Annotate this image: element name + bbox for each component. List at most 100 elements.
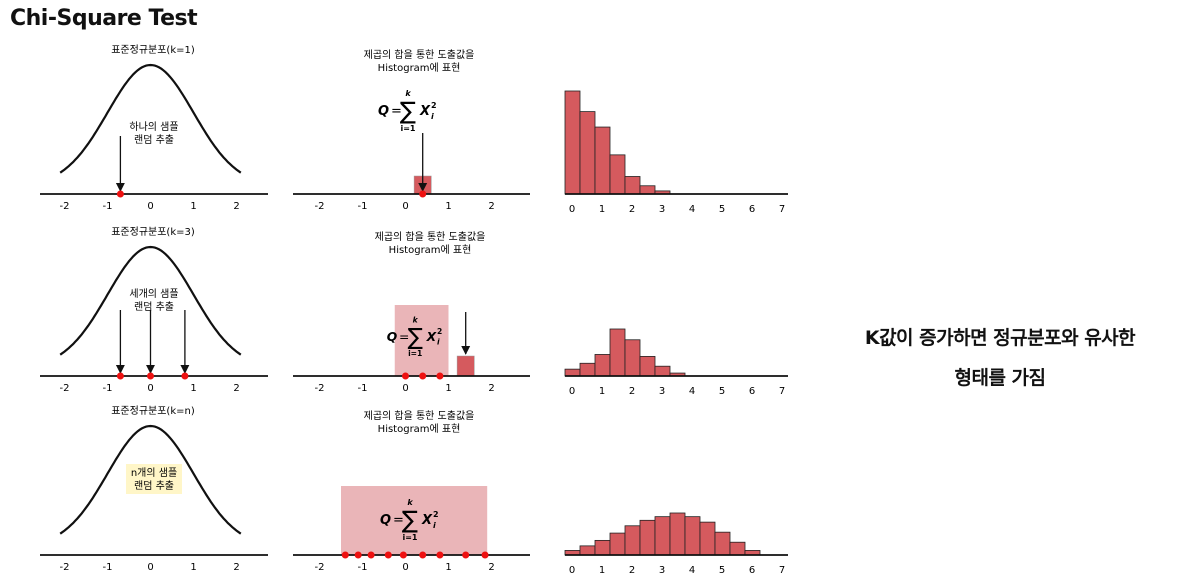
conclusion-text: K값이 증가하면 정규분포와 유사한 형태를 가짐 [830,318,1170,398]
histogram-bar [624,176,641,195]
conclusion-line-1: K값이 증가하면 정규분포와 유사한 [864,327,1136,349]
normal-curve [59,424,242,535]
histogram-bar [609,154,626,195]
formula-q: Q [387,330,398,344]
normal-curve [59,63,242,174]
formula-x: X [426,330,438,344]
sum-region [341,486,488,555]
sum-point [419,190,427,198]
sample-point [116,190,124,198]
sum-tick-label: -2 [315,562,325,573]
histogram-tick-label: 5 [719,386,725,397]
formula-sup: 2 [433,510,439,519]
normal-tick-label: -1 [103,383,113,394]
sum-tick-label: -1 [358,201,368,212]
sum-caption-line: 제곱의 합을 통한 도출값을 [375,231,486,243]
sum-tick-label: 2 [488,201,494,212]
formula-sub: i [437,338,440,347]
sum-point [399,551,407,559]
normal-dist-label: 표준정규분포(k=3) [111,226,195,238]
normal-tick-label: 0 [147,562,153,573]
histogram-bar [594,126,611,195]
sample-text-line: 하나의 샘플 [129,120,178,133]
histogram-bar [654,365,671,377]
histogram-tick-label: 6 [749,204,755,215]
normal-tick-label: -2 [60,201,70,212]
sum-tick-label: 2 [488,383,494,394]
normal-dist-label: 표준정규분포(k=n) [111,405,195,417]
sum-tick-label: 0 [402,201,408,212]
normal-tick-label: 1 [190,201,196,212]
sum-point [436,551,444,559]
formula-upper: k [405,89,411,98]
normal-curve [59,245,242,356]
conclusion-line-2: 형태를 가짐 [954,367,1046,389]
formula-lower: i=1 [408,349,422,358]
histogram-tick-label: 0 [569,204,575,215]
formula-x: X [421,513,433,528]
histogram-tick-label: 2 [629,204,635,215]
histogram-bar [624,525,641,556]
sum-point [462,551,470,559]
normal-tick-label: -2 [60,383,70,394]
sum-point [481,551,489,559]
formula-upper: k [407,498,413,507]
sum-point [341,551,349,559]
histogram-tick-label: 6 [749,565,755,576]
histogram-tick-label: 4 [689,204,695,215]
sum-tick-label: 1 [445,562,451,573]
sample-highlight [126,464,182,494]
histogram-bar [579,111,596,195]
sum-bin-bar [456,355,475,377]
sum-point [419,551,427,559]
sum-of-squares-formula: Q =∑k i=1 X 2 i [380,498,439,542]
sample-point [147,372,154,380]
histogram-tick-label: 7 [779,204,785,215]
formula-q: Q [378,104,389,119]
sum-tick-label: 0 [402,562,408,573]
normal-dist-label: 표준정규분포(k=1) [111,44,195,56]
sample-point [116,372,124,380]
formula-sup: 2 [437,327,442,336]
sum-tick-label: 1 [445,383,451,394]
sample-text-line: 랜덤 추출 [134,301,174,313]
histogram-bar [564,90,581,195]
normal-tick-label: -1 [103,201,113,212]
histogram-tick-label: 5 [719,204,725,215]
normal-tick-label: -2 [60,562,70,573]
histogram-bar [579,362,596,377]
sum-point [402,372,409,380]
formula-equals: = [399,330,409,344]
histogram-bar [594,354,611,377]
formula-sigma: ∑ [402,506,418,534]
histogram-bar [639,356,656,377]
normal-tick-label: 2 [233,383,239,394]
formula-equals: = [393,513,404,528]
normal-tick-label: 0 [147,383,153,394]
sum-caption-line: Histogram에 표현 [389,244,472,256]
formula-lower: i=1 [400,124,415,133]
sum-point [354,551,362,559]
histogram-bar [579,545,596,556]
histogram-tick-label: 3 [659,386,665,397]
normal-tick-label: 0 [147,201,153,212]
histogram-tick-label: 1 [599,386,605,397]
histogram-tick-label: 2 [629,386,635,397]
sum-of-squares-formula: Q =∑k i=1 X 2 i [387,316,443,358]
histogram-tick-label: 6 [749,386,755,397]
histogram-bar [729,541,746,556]
sum-tick-label: -2 [315,201,325,212]
formula-upper: k [413,316,419,325]
normal-tick-label: 1 [190,562,196,573]
sample-text-line: n개의 샘플 [131,467,177,479]
sum-tick-label: 2 [488,562,494,573]
formula-sub: i [433,521,436,530]
sum-caption-line: 제곱의 합을 통한 도출값을 [364,49,475,61]
sample-text-line: 세개의 샘플 [129,288,178,300]
histogram-bar [669,512,686,556]
